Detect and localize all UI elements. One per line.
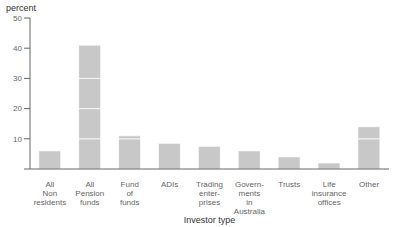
svg-text:ADIs: ADIs — [161, 180, 178, 189]
svg-text:20: 20 — [13, 104, 22, 113]
html-text:percent: percent — [6, 3, 36, 13]
svg-text:AllNonresidents: AllNonresidents — [34, 180, 66, 207]
svg-text:Fundoffunds: Fundoffunds — [120, 180, 140, 207]
svg-text:AllPensionfunds: AllPensionfunds — [75, 180, 104, 207]
svg-text:Lifeinsuranceoffices: Lifeinsuranceoffices — [312, 180, 347, 207]
svg-text:Other: Other — [359, 180, 379, 189]
svg-text:40: 40 — [13, 44, 22, 53]
svg-text:30: 30 — [13, 74, 22, 83]
svg-text:Govern-mentsinAustralia: Govern-mentsinAustralia — [234, 180, 266, 216]
svg-text:Investor type: Investor type — [184, 215, 236, 225]
svg-text:Trusts: Trusts — [278, 180, 300, 189]
svg-text:50: 50 — [13, 14, 22, 23]
svg-text:10: 10 — [13, 135, 22, 144]
svg-text:Tradingenter-prises: Tradingenter-prises — [196, 180, 223, 207]
